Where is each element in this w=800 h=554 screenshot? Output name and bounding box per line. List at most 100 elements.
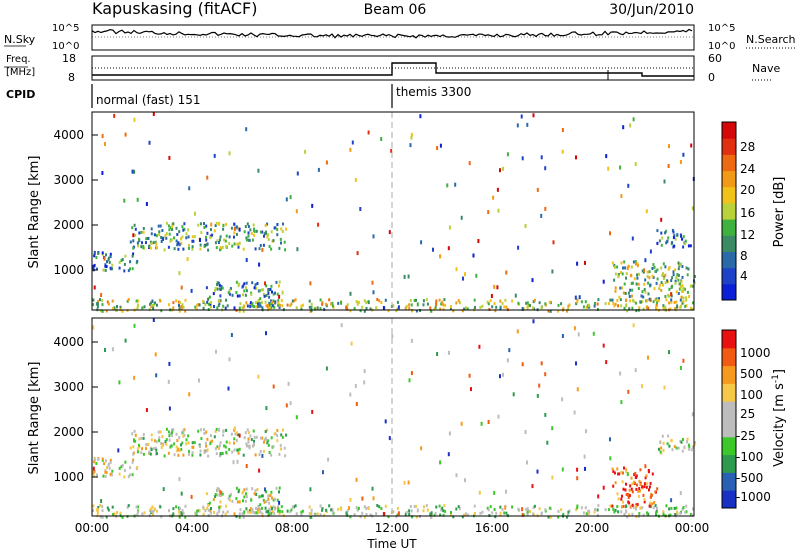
echo-cell: [574, 295, 577, 300]
echo-cell: [652, 263, 655, 267]
echo-cell: [649, 495, 652, 499]
echo-cell: [532, 506, 535, 510]
echo-cell: [159, 224, 162, 228]
colorbar-segment: [722, 235, 736, 252]
echo-cell: [138, 237, 140, 241]
echo-cell: [641, 269, 644, 273]
echo-cell: [242, 293, 244, 297]
echo-cell: [551, 426, 554, 431]
echo-cell: [499, 374, 501, 379]
echo-cell: [426, 508, 429, 512]
echo-cell: [176, 439, 179, 442]
echo-cell: [251, 487, 254, 491]
echo-cell: [526, 307, 529, 310]
echo-cell: [363, 380, 366, 385]
echo-cell: [212, 292, 215, 296]
echo-cell: [218, 444, 221, 448]
echo-cell: [247, 231, 250, 235]
echo-cell: [667, 267, 670, 271]
echo-cell: [213, 229, 216, 233]
echo-cell: [225, 440, 228, 444]
echo-cell: [210, 434, 212, 438]
echo-cell: [604, 302, 607, 306]
echo-cell: [648, 488, 650, 492]
echo-cell: [457, 505, 460, 509]
echo-cell: [282, 222, 284, 226]
echo-cell: [271, 290, 273, 294]
echo-cell: [638, 512, 641, 516]
echo-cell: [245, 495, 248, 499]
echo-cell: [505, 489, 507, 494]
echo-cell: [627, 496, 630, 500]
echo-cell: [408, 378, 411, 383]
echo-cell: [363, 515, 366, 519]
echo-cell: [255, 286, 258, 290]
echo-cell: [93, 285, 96, 290]
echo-cell: [136, 197, 139, 202]
echo-cell: [190, 494, 193, 499]
echo-cell: [644, 476, 647, 480]
echo-cell: [136, 513, 139, 517]
echo-cell: [654, 490, 657, 494]
echo-cell: [285, 227, 288, 231]
colorbar-segment: [722, 401, 736, 420]
echo-cell: [659, 450, 662, 454]
echo-cell: [249, 228, 252, 232]
echo-cell: [132, 458, 135, 462]
echo-cell: [375, 306, 378, 310]
echo-cell: [538, 507, 541, 511]
echo-cell: [526, 513, 529, 516]
echo-cell: [252, 429, 255, 433]
echo-cell: [643, 482, 646, 486]
echo-cell: [474, 306, 476, 309]
echo-cell: [576, 467, 579, 472]
echo-cell: [141, 512, 144, 516]
echo-cell: [257, 168, 260, 173]
echo-cell: [308, 299, 311, 303]
echo-cell: [458, 301, 461, 305]
echo-cell: [169, 239, 172, 243]
echo-cell: [105, 459, 107, 463]
echo-cell: [208, 501, 211, 505]
echo-cell: [254, 453, 257, 457]
echo-cell: [295, 306, 298, 310]
echo-cell: [209, 509, 212, 513]
echo-cell: [517, 507, 520, 511]
echo-cell: [172, 428, 175, 432]
echo-cell: [609, 504, 612, 508]
echo-cell: [219, 235, 222, 239]
echo-cell: [679, 491, 682, 496]
echo-cell: [264, 430, 267, 433]
echo-cell: [270, 306, 273, 309]
echo-cell: [646, 511, 648, 515]
echo-cell: [627, 389, 630, 394]
echo-cell: [178, 515, 181, 519]
echo-cell: [171, 434, 174, 437]
echo-cell: [495, 511, 498, 515]
echo-cell: [613, 263, 616, 267]
echo-cell: [656, 277, 659, 281]
echo-cell: [670, 279, 673, 283]
echo-cell: [630, 505, 633, 508]
echo-cell: [173, 453, 176, 457]
echo-cell: [173, 247, 176, 251]
echo-cell: [237, 245, 240, 249]
echo-cell: [243, 495, 246, 499]
echo-cell: [152, 112, 155, 116]
echo-cell: [531, 278, 534, 283]
echo-cell: [691, 307, 694, 311]
echo-cell: [355, 506, 358, 509]
echo-cell: [275, 280, 278, 284]
echo-cell: [351, 140, 354, 145]
echo-cell: [121, 515, 124, 519]
echo-cell: [630, 476, 633, 480]
echo-cell: [244, 431, 247, 435]
echo-cell: [101, 134, 104, 139]
echo-cell: [101, 457, 104, 461]
echo-cell: [430, 309, 433, 313]
power-cbar-tick-8: 8: [740, 249, 748, 263]
echo-cell: [245, 442, 248, 446]
echo-cell: [183, 227, 186, 231]
echo-cell: [150, 433, 153, 437]
